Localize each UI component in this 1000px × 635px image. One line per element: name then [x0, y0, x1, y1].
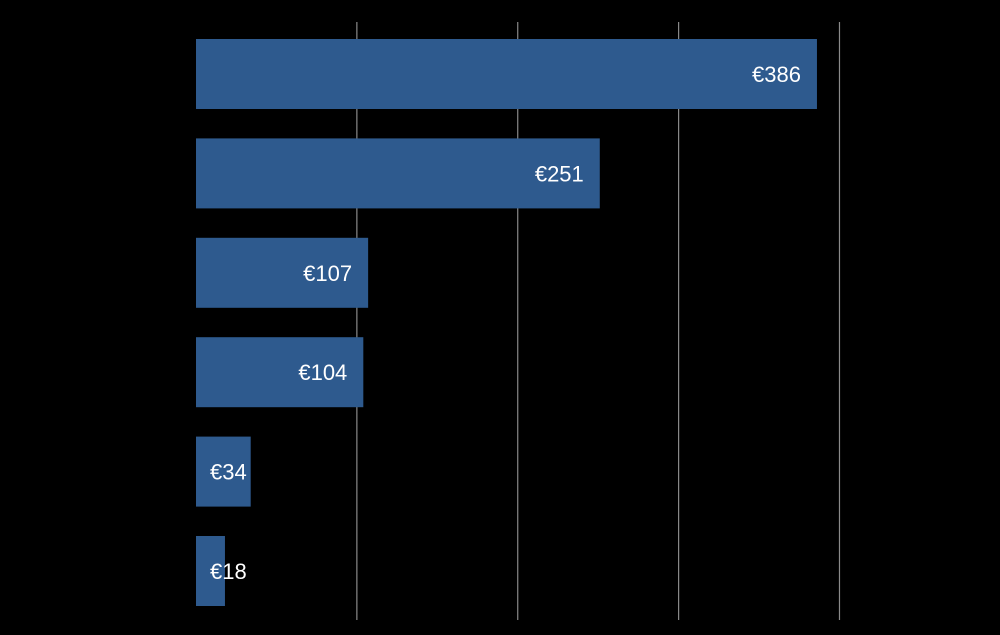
bar-6: [196, 536, 225, 606]
bar-value-label-2: €251: [535, 161, 584, 186]
bar-value-label-1: €386: [752, 62, 801, 87]
bars: [196, 39, 817, 606]
bar-value-label-6: €18: [210, 559, 247, 584]
bar-3: [196, 237, 369, 308]
gridlines: [356, 22, 841, 620]
bar-1: [196, 39, 817, 109]
bar-value-label-4: €104: [298, 360, 347, 385]
bar-5: [196, 436, 251, 507]
bar-2: [196, 138, 600, 209]
bar-value-label-5: €34: [210, 460, 247, 485]
bar-4: [196, 337, 364, 408]
bar-value-label-3: €107: [303, 261, 352, 286]
bar-value-labels: €386 €251 €107 €104 €34 €18: [210, 62, 801, 584]
